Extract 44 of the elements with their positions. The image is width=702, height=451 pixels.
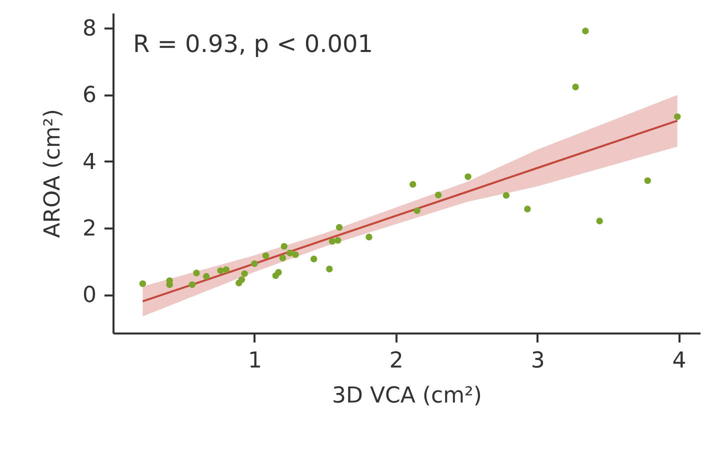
point: [292, 251, 299, 258]
point: [334, 236, 342, 244]
point: [286, 250, 294, 256]
point: [434, 192, 442, 198]
point: [674, 113, 681, 120]
point: [502, 192, 510, 199]
x-axis-title: 3D VCA (cm²): [332, 384, 482, 408]
point: [336, 224, 343, 231]
y-tick-label: 4: [82, 150, 96, 175]
y-tick-label: 8: [82, 16, 96, 42]
point: [279, 254, 286, 262]
point: [572, 84, 579, 90]
point: [275, 268, 282, 276]
point: [139, 280, 146, 288]
point: [582, 28, 589, 34]
point: [262, 252, 270, 260]
x-tick-label: 2: [389, 348, 404, 374]
point: [366, 234, 372, 240]
point: [193, 270, 200, 276]
point: [464, 173, 472, 180]
point: [310, 256, 318, 262]
point: [251, 260, 258, 268]
annotation: R = 0.93, p < 0.001: [133, 30, 374, 58]
point: [644, 177, 652, 184]
point: [203, 272, 210, 280]
point: [217, 267, 224, 274]
point: [222, 266, 230, 274]
point: [238, 276, 246, 284]
point: [328, 238, 336, 245]
y-tick-label: 2: [82, 216, 96, 242]
x-tick-label: 4: [672, 348, 686, 374]
point: [326, 266, 333, 272]
point: [280, 242, 288, 250]
y-tick-label: 0: [82, 283, 96, 308]
y-axis-title: AROA (cm²): [40, 109, 66, 238]
point: [241, 270, 248, 278]
point: [524, 206, 531, 212]
point: [414, 207, 420, 214]
point: [596, 218, 603, 224]
x-tick-label: 1: [248, 348, 262, 374]
point: [188, 281, 196, 288]
y-tick-label: 6: [82, 83, 96, 108]
x-tick-label: 3: [530, 348, 545, 374]
point: [410, 180, 416, 188]
